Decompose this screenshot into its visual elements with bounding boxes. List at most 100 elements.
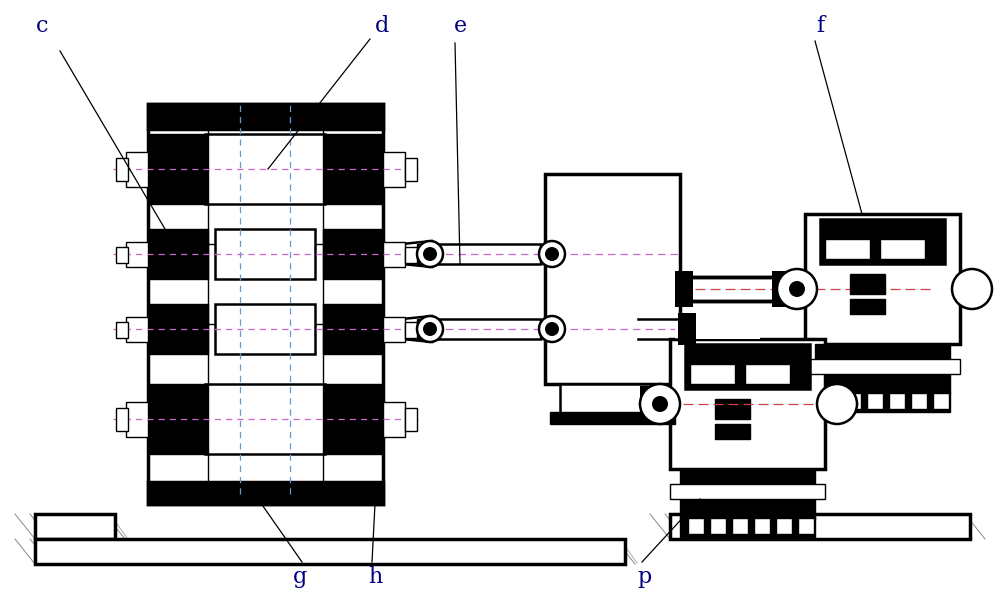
Bar (215, 229, 315, 279)
Bar (35, 539, 625, 564)
Bar (116, 322, 128, 338)
Bar (670, 484, 825, 499)
Bar (148, 229, 208, 279)
Bar (126, 317, 148, 342)
Bar (680, 277, 780, 301)
Bar (772, 271, 790, 307)
Bar (680, 499, 815, 519)
Bar (540, 244, 555, 264)
Bar (754, 518, 770, 534)
Bar (550, 412, 675, 424)
Circle shape (640, 384, 680, 424)
Bar (116, 408, 128, 431)
Bar (776, 518, 792, 534)
Bar (148, 304, 208, 354)
Bar (417, 319, 432, 339)
Bar (205, 384, 325, 454)
Circle shape (423, 247, 437, 261)
Bar (540, 319, 555, 339)
Circle shape (539, 241, 565, 267)
Bar (960, 271, 982, 307)
Bar (323, 134, 383, 204)
Bar (825, 239, 870, 259)
Text: p: p (638, 566, 652, 588)
Bar (405, 247, 417, 263)
Bar (688, 518, 704, 534)
Bar (867, 393, 883, 409)
Bar (383, 242, 405, 267)
Bar (148, 384, 208, 454)
Bar (685, 344, 810, 389)
Bar (640, 386, 672, 422)
Circle shape (817, 384, 857, 424)
Circle shape (545, 247, 559, 261)
Bar (850, 299, 885, 314)
Bar (820, 219, 945, 264)
Bar (845, 393, 861, 409)
Circle shape (789, 281, 805, 297)
Circle shape (417, 316, 443, 342)
Bar (715, 424, 750, 439)
Bar (323, 229, 383, 279)
Bar (785, 271, 807, 307)
Bar (215, 304, 315, 354)
Bar (383, 152, 405, 187)
Bar (405, 158, 417, 181)
Bar (815, 392, 950, 412)
Bar (805, 359, 960, 374)
Bar (732, 518, 748, 534)
Bar (815, 374, 950, 394)
Bar (148, 482, 383, 504)
Bar (405, 322, 417, 338)
Text: d: d (375, 15, 389, 37)
Text: c: c (36, 15, 48, 37)
Bar (680, 517, 815, 537)
Bar (911, 393, 927, 409)
Bar (823, 393, 839, 409)
Bar (715, 399, 750, 419)
Bar (670, 514, 970, 539)
Bar (690, 364, 735, 384)
Circle shape (417, 241, 443, 267)
Bar (675, 319, 760, 339)
Circle shape (652, 396, 668, 412)
Text: e: e (453, 15, 467, 37)
Bar (148, 104, 383, 129)
Bar (323, 304, 383, 354)
Circle shape (539, 316, 565, 342)
Bar (126, 402, 148, 437)
Bar (678, 313, 696, 345)
Bar (815, 344, 950, 359)
Bar (850, 274, 885, 294)
Circle shape (777, 269, 817, 309)
Circle shape (952, 269, 992, 309)
Bar (417, 244, 432, 264)
Bar (116, 158, 128, 181)
Bar (880, 239, 925, 259)
Bar (675, 271, 693, 307)
Bar (126, 242, 148, 267)
Bar (116, 247, 128, 263)
Text: h: h (368, 566, 382, 588)
Bar (560, 384, 665, 414)
Bar (680, 469, 815, 484)
Bar (825, 386, 847, 422)
Text: f: f (816, 15, 824, 37)
Bar (805, 214, 960, 344)
Bar (383, 317, 405, 342)
Bar (405, 408, 417, 431)
Bar (205, 134, 325, 204)
Bar (323, 384, 383, 454)
Bar (126, 152, 148, 187)
Bar (933, 393, 949, 409)
Bar (745, 364, 790, 384)
Bar (710, 518, 726, 534)
Bar (798, 518, 814, 534)
Bar (889, 393, 905, 409)
Text: g: g (293, 566, 307, 588)
Bar (670, 339, 825, 469)
Bar (35, 514, 115, 539)
Bar (148, 104, 383, 504)
Bar (383, 402, 405, 437)
Circle shape (545, 322, 559, 336)
